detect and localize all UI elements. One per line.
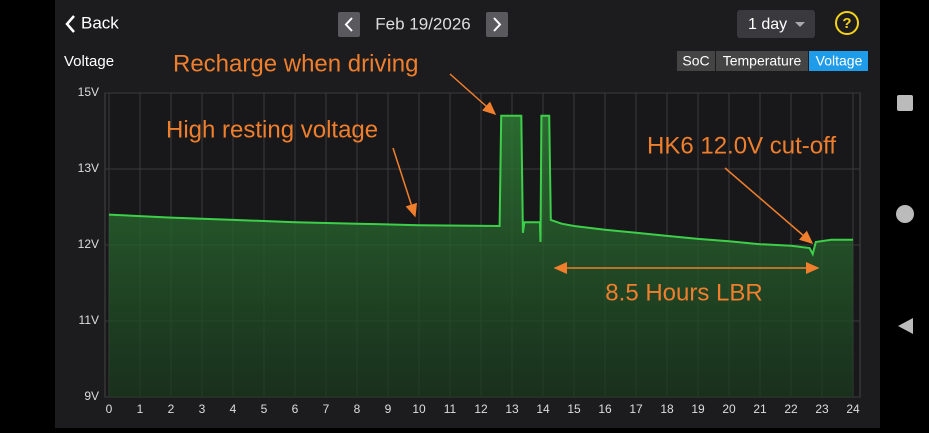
tab-label: Temperature [723, 53, 802, 69]
prev-icon [344, 17, 353, 32]
tab-active[interactable] [809, 51, 868, 71]
x-tick-label: 13 [505, 402, 519, 416]
y-tick-label: 15V [78, 85, 99, 99]
next-icon [493, 17, 502, 32]
annotation-arrow [392, 147, 418, 218]
x-tick-label: 0 [106, 402, 113, 416]
range-label: 1 day [748, 16, 787, 33]
prev-day-button[interactable] [338, 12, 360, 37]
x-tick-label: 9 [385, 402, 392, 416]
x-tick-label: 22 [784, 402, 798, 416]
tab[interactable] [677, 51, 715, 71]
x-tick-label: 2 [168, 402, 175, 416]
x-tick-label: 5 [261, 402, 268, 416]
help-label: ? [842, 15, 851, 32]
x-tick-label: 4 [230, 402, 237, 416]
nav-home[interactable] [896, 205, 914, 223]
x-tick-label: 19 [691, 402, 705, 416]
back-button[interactable]: Back [81, 13, 119, 32]
x-tick-label: 21 [753, 402, 767, 416]
dropdown-arrow [795, 22, 805, 27]
annotation: Recharge when driving [173, 50, 418, 77]
annotation-arrow [449, 73, 497, 115]
x-tick-label: 11 [444, 402, 457, 416]
x-tick-label: 23 [815, 402, 829, 416]
x-tick-label: 17 [629, 402, 643, 416]
help-button[interactable] [835, 11, 859, 35]
tab[interactable] [716, 51, 808, 71]
y-tick-label: 9V [84, 389, 99, 403]
x-tick-label: 24 [846, 402, 860, 416]
tab-label: SoC [682, 53, 709, 69]
x-tick-label: 18 [660, 402, 674, 416]
date-label: Feb 19/2026 [375, 14, 470, 33]
tab-label: Voltage [816, 53, 863, 69]
voltage-line [108, 114, 853, 257]
x-tick-label: 16 [598, 402, 612, 416]
next-day-button[interactable] [486, 12, 508, 37]
annotation: 8.5 Hours LBR [605, 279, 762, 306]
x-tick-label: 15 [567, 402, 581, 416]
annotation-arrow [724, 167, 814, 244]
annotation: High resting voltage [166, 116, 378, 143]
y-tick-label: 13V [78, 161, 99, 175]
y-tick-label: 12V [78, 237, 99, 251]
area-fill [109, 115, 853, 398]
x-tick-label: 20 [722, 402, 736, 416]
range-dropdown[interactable] [737, 10, 815, 38]
x-tick-label: 1 [137, 402, 144, 416]
x-tick-label: 7 [323, 402, 330, 416]
nav-recents[interactable] [897, 95, 913, 111]
nav-back[interactable] [898, 318, 913, 334]
x-tick-label: 3 [199, 402, 206, 416]
x-tick-label: 8 [354, 402, 361, 416]
annotation: HK6 12.0V cut-off [647, 132, 836, 159]
x-tick-label: 10 [412, 402, 426, 416]
y-tick-label: 11V [79, 313, 99, 327]
x-tick-label: 6 [292, 402, 299, 416]
back-icon[interactable] [65, 15, 75, 33]
x-tick-label: 12 [474, 402, 488, 416]
x-tick-label: 14 [536, 402, 550, 416]
chart-title: Voltage [64, 53, 114, 70]
